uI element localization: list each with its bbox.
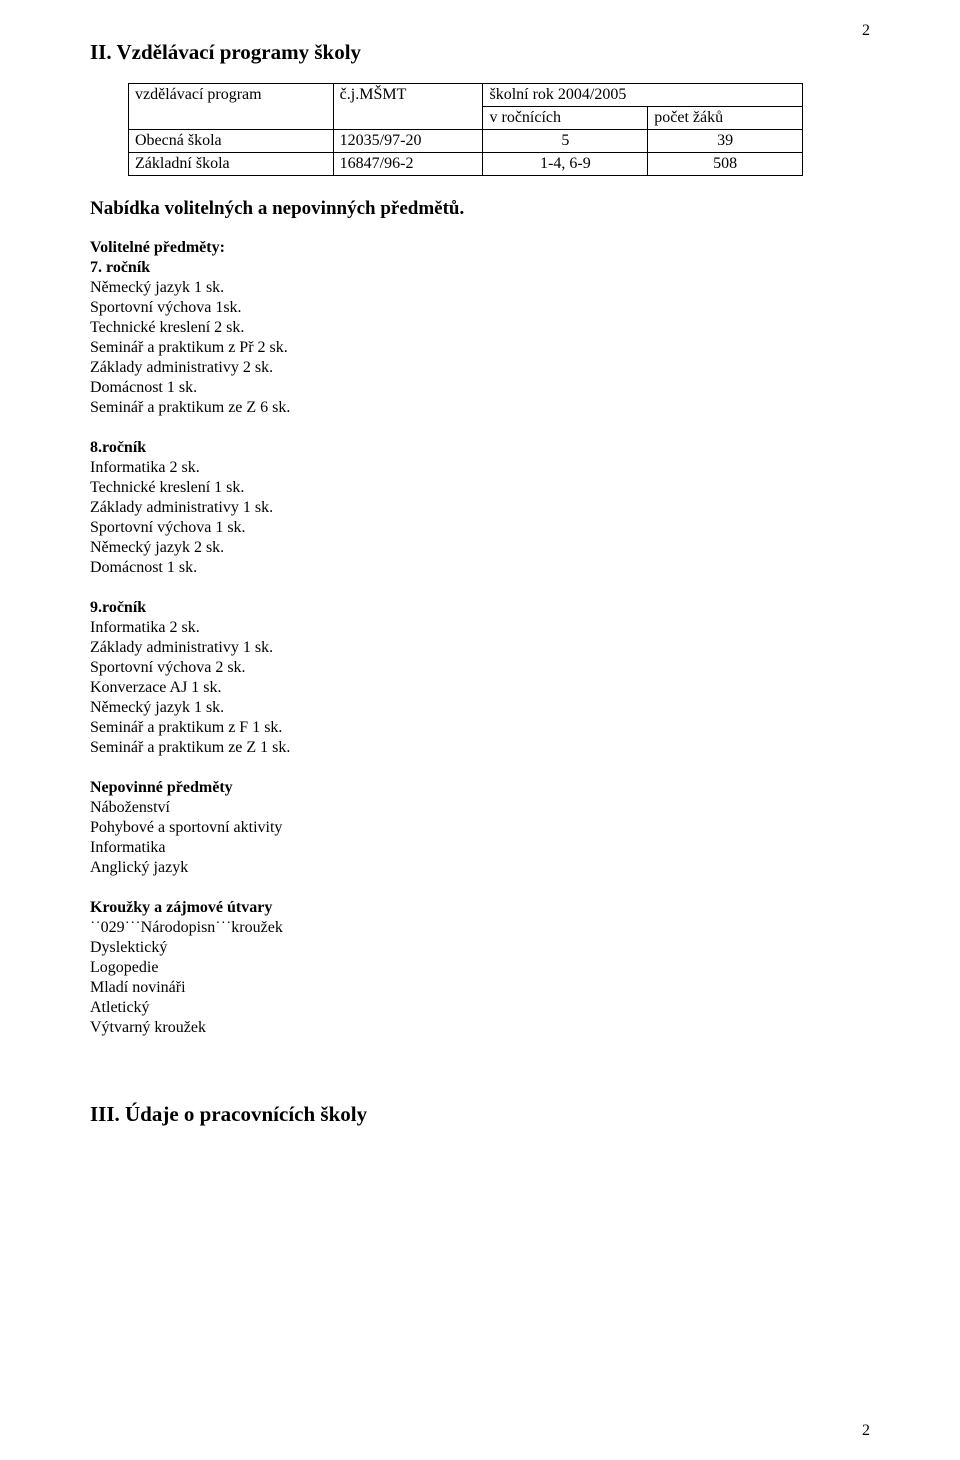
cell-cj: 12035/97-20	[333, 130, 483, 153]
grade9-heading: 9.ročník	[90, 598, 870, 618]
cell-program: Základní škola	[129, 153, 334, 176]
list-item: Německý jazyk 2 sk.	[90, 538, 870, 558]
th-year: školní rok 2004/2005	[483, 84, 803, 107]
grade8-block: 8.ročník Informatika 2 sk. Technické kre…	[90, 438, 870, 578]
list-item: Německý jazyk 1 sk.	[90, 698, 870, 718]
th-cj: č.j.MŠMT	[333, 84, 483, 130]
list-item: Informatika 2 sk.	[90, 618, 870, 638]
document-page: 2 II. Vzdělávací programy školy vzděláva…	[0, 0, 960, 1460]
list-item: Atletický	[90, 998, 870, 1018]
page-number-bottom: 2	[862, 1422, 870, 1440]
list-item: Sportovní výchova 2 sk.	[90, 658, 870, 678]
list-item: Výtvarný kroužek	[90, 1018, 870, 1038]
list-item: Technické kreslení 2 sk.	[90, 318, 870, 338]
list-item: Domácnost 1 sk.	[90, 558, 870, 578]
list-item: Náboženství	[90, 798, 870, 818]
list-item: ˙˙029˙˙˙Národopisn˙˙˙kroužek	[90, 918, 870, 938]
list-item: Technické kreslení 1 sk.	[90, 478, 870, 498]
list-item: Základy administrativy 2 sk.	[90, 358, 870, 378]
nepovinne-block: Nepovinné předměty Náboženství Pohybové …	[90, 778, 870, 878]
krouzky-block: Kroužky a zájmové útvary ˙˙029˙˙˙Národop…	[90, 898, 870, 1038]
list-item: Německý jazyk 1 sk.	[90, 278, 870, 298]
grade7-block: Volitelné předměty: 7. ročník Německý ja…	[90, 238, 870, 418]
list-item: Seminář a praktikum z Př 2 sk.	[90, 338, 870, 358]
page-number-top: 2	[862, 22, 870, 40]
th-rocniky: v ročnících	[483, 107, 648, 130]
section-2-title: II. Vzdělávací programy školy	[90, 40, 870, 65]
spacer	[90, 1058, 870, 1102]
grade9-block: 9.ročník Informatika 2 sk. Základy admin…	[90, 598, 870, 758]
krouzky-heading: Kroužky a zájmové útvary	[90, 898, 870, 918]
volitelne-heading: Volitelné předměty:	[90, 238, 870, 258]
grade7-heading: 7. ročník	[90, 258, 870, 278]
list-item: Seminář a praktikum ze Z 1 sk.	[90, 738, 870, 758]
list-item: Základy administrativy 1 sk.	[90, 498, 870, 518]
cell-zaci: 508	[648, 153, 803, 176]
list-item: Seminář a praktikum z F 1 sk.	[90, 718, 870, 738]
cell-rocniky: 5	[483, 130, 648, 153]
list-item: Mladí novináři	[90, 978, 870, 998]
table-row: Základní škola 16847/96-2 1-4, 6-9 508	[129, 153, 803, 176]
list-item: Pohybové a sportovní aktivity	[90, 818, 870, 838]
list-item: Informatika 2 sk.	[90, 458, 870, 478]
cell-zaci: 39	[648, 130, 803, 153]
list-item: Informatika	[90, 838, 870, 858]
section-3-title: III. Údaje o pracovnících školy	[90, 1102, 870, 1127]
cell-cj: 16847/96-2	[333, 153, 483, 176]
th-pocet-zaku: počet žáků	[648, 107, 803, 130]
list-item: Dyslektický	[90, 938, 870, 958]
grade8-heading: 8.ročník	[90, 438, 870, 458]
nepovinne-heading: Nepovinné předměty	[90, 778, 870, 798]
programs-table: vzdělávací program č.j.MŠMT školní rok 2…	[128, 83, 803, 176]
list-item: Logopedie	[90, 958, 870, 978]
list-item: Sportovní výchova 1sk.	[90, 298, 870, 318]
list-item: Základy administrativy 1 sk.	[90, 638, 870, 658]
table-header-row-1: vzdělávací program č.j.MŠMT školní rok 2…	[129, 84, 803, 107]
list-item: Seminář a praktikum ze Z 6 sk.	[90, 398, 870, 418]
list-item: Sportovní výchova 1 sk.	[90, 518, 870, 538]
list-item: Anglický jazyk	[90, 858, 870, 878]
list-item: Domácnost 1 sk.	[90, 378, 870, 398]
cell-program: Obecná škola	[129, 130, 334, 153]
th-program: vzdělávací program	[129, 84, 334, 130]
nabidka-title: Nabídka volitelných a nepovinných předmě…	[90, 198, 870, 220]
cell-rocniky: 1-4, 6-9	[483, 153, 648, 176]
list-item: Konverzace AJ 1 sk.	[90, 678, 870, 698]
table-row: Obecná škola 12035/97-20 5 39	[129, 130, 803, 153]
